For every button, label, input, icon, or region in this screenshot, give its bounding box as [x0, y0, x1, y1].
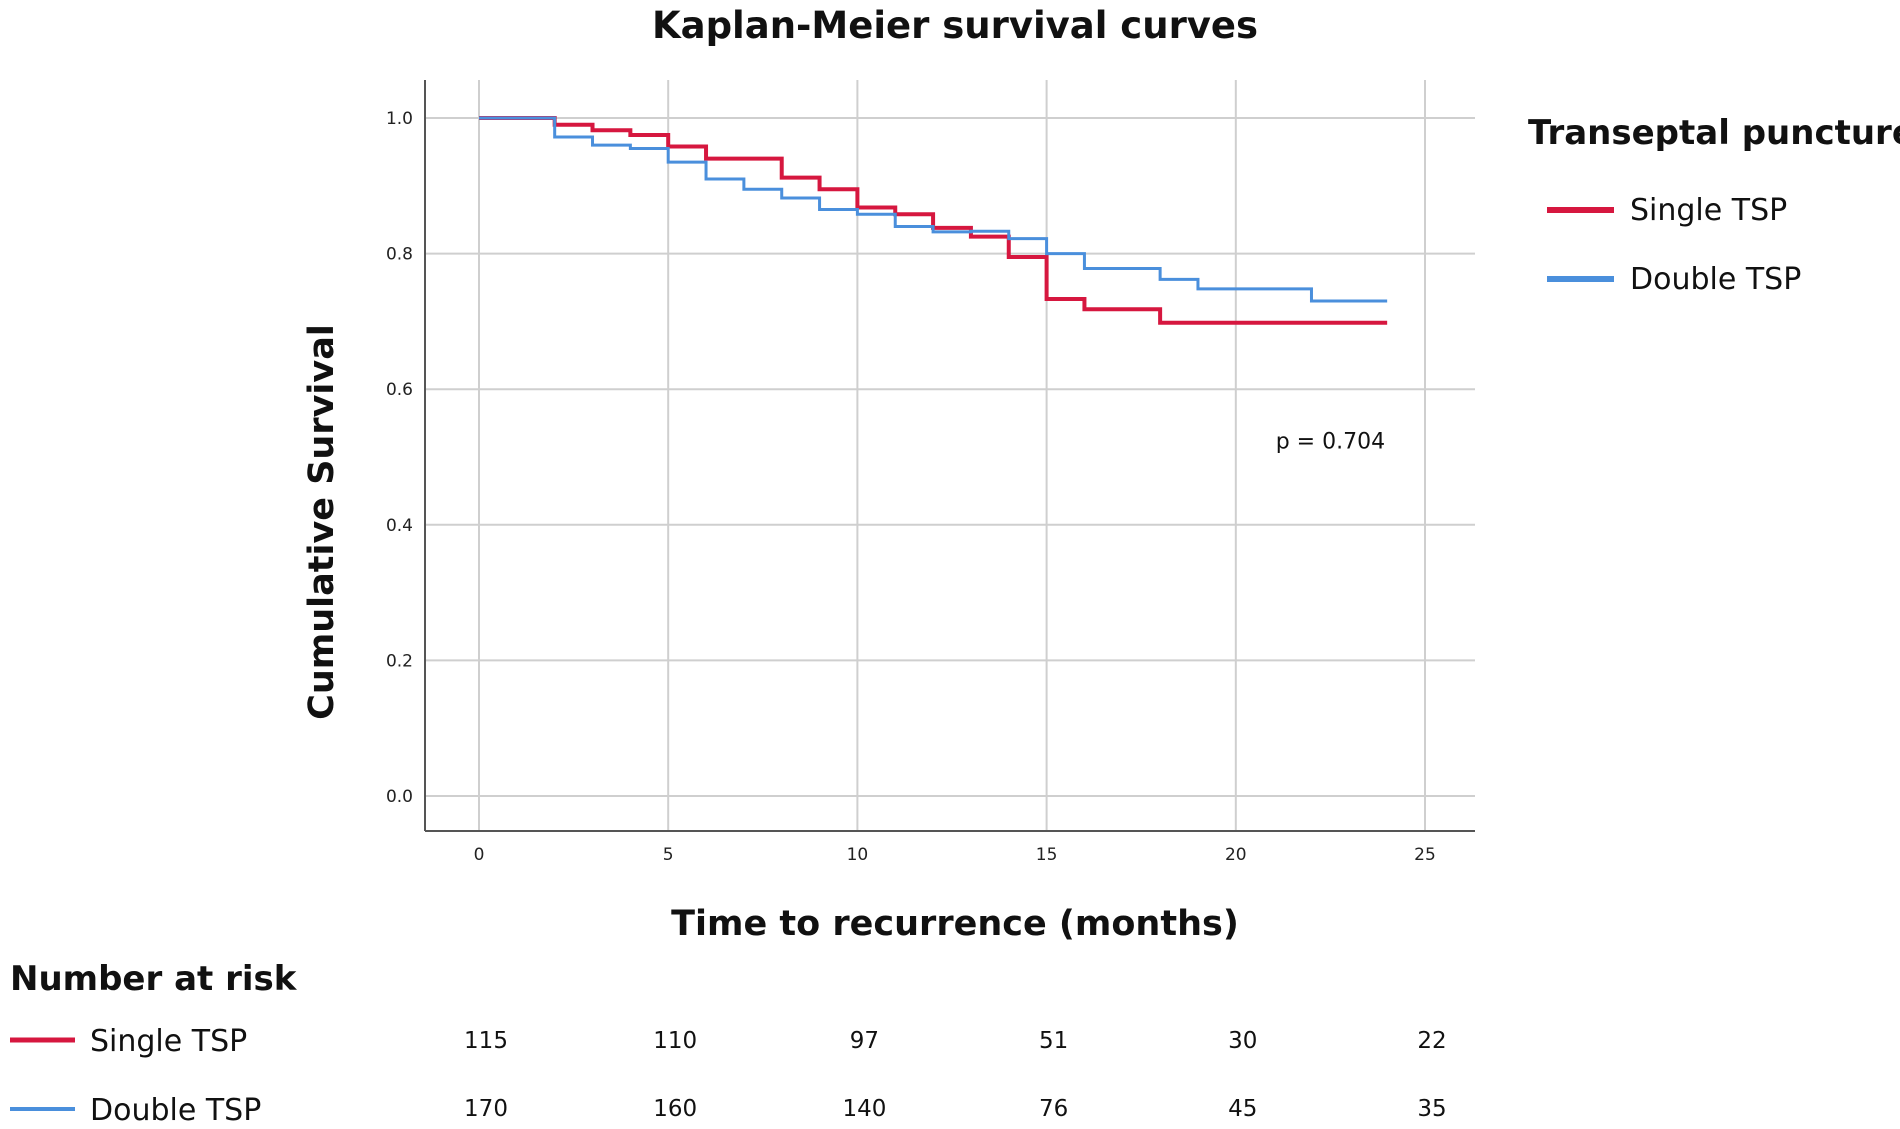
- risk-value-double-25: 35: [1417, 1096, 1446, 1122]
- x-tick-label-0: 0: [474, 845, 485, 865]
- x-tick-label-3: 15: [1036, 845, 1058, 865]
- risk-value-double-0: 170: [464, 1096, 508, 1122]
- risk-value-double-5: 160: [653, 1096, 697, 1122]
- risk-value-single-15: 51: [1039, 1028, 1068, 1054]
- risk-row-label-single: Single TSP: [90, 1024, 247, 1059]
- x-tick-labels: 0 5 10 15 20 25: [474, 845, 1436, 865]
- risk-value-double-15: 76: [1039, 1096, 1068, 1122]
- y-tick-labels: 0.0 0.2 0.4 0.6 0.8 1.0: [386, 109, 413, 807]
- x-tick-label-2: 10: [847, 845, 869, 865]
- number-at-risk-table: Number at risk Single TSP Double TSP 115…: [10, 959, 1447, 1128]
- legend: Transeptal puncture Single TSP Double TS…: [1528, 113, 1900, 297]
- y-tick-label-4: 0.8: [386, 245, 413, 265]
- risk-heading: Number at risk: [10, 959, 298, 999]
- risk-value-single-20: 30: [1228, 1028, 1257, 1054]
- y-tick-label-2: 0.4: [386, 516, 413, 536]
- y-tick-label-3: 0.6: [386, 380, 413, 400]
- chart-title: Kaplan-Meier survival curves: [652, 4, 1258, 47]
- risk-row-label-double: Double TSP: [90, 1093, 261, 1128]
- legend-title: Transeptal puncture: [1528, 113, 1900, 153]
- legend-label-double: Double TSP: [1630, 262, 1801, 297]
- risk-values: 115 110 97 51 30 22 170 160 140 76 45 35: [464, 1028, 1447, 1122]
- risk-value-single-5: 110: [653, 1028, 697, 1054]
- risk-value-single-25: 22: [1417, 1028, 1446, 1054]
- risk-value-single-0: 115: [464, 1028, 508, 1054]
- legend-label-single: Single TSP: [1630, 193, 1787, 228]
- y-tick-label-1: 0.2: [386, 651, 413, 671]
- y-tick-label-5: 1.0: [386, 109, 413, 129]
- risk-value-single-10: 97: [850, 1028, 879, 1054]
- axes: [424, 80, 1475, 832]
- grid: [425, 80, 1475, 831]
- p-value-annotation: p = 0.704: [1276, 430, 1385, 455]
- x-tick-label-5: 25: [1414, 845, 1436, 865]
- series-lines: [479, 116, 1388, 325]
- risk-value-double-20: 45: [1228, 1096, 1257, 1122]
- y-tick-label-0: 0.0: [386, 787, 413, 807]
- x-axis-title: Time to recurrence (months): [671, 904, 1239, 944]
- x-tick-label-4: 20: [1225, 845, 1247, 865]
- x-tick-label-1: 5: [663, 845, 674, 865]
- risk-value-double-10: 140: [842, 1096, 886, 1122]
- series-line-single-tsp: [479, 116, 1388, 325]
- y-axis-title: Cumulative Survival: [302, 324, 342, 720]
- series-line-double-tsp: [479, 116, 1388, 303]
